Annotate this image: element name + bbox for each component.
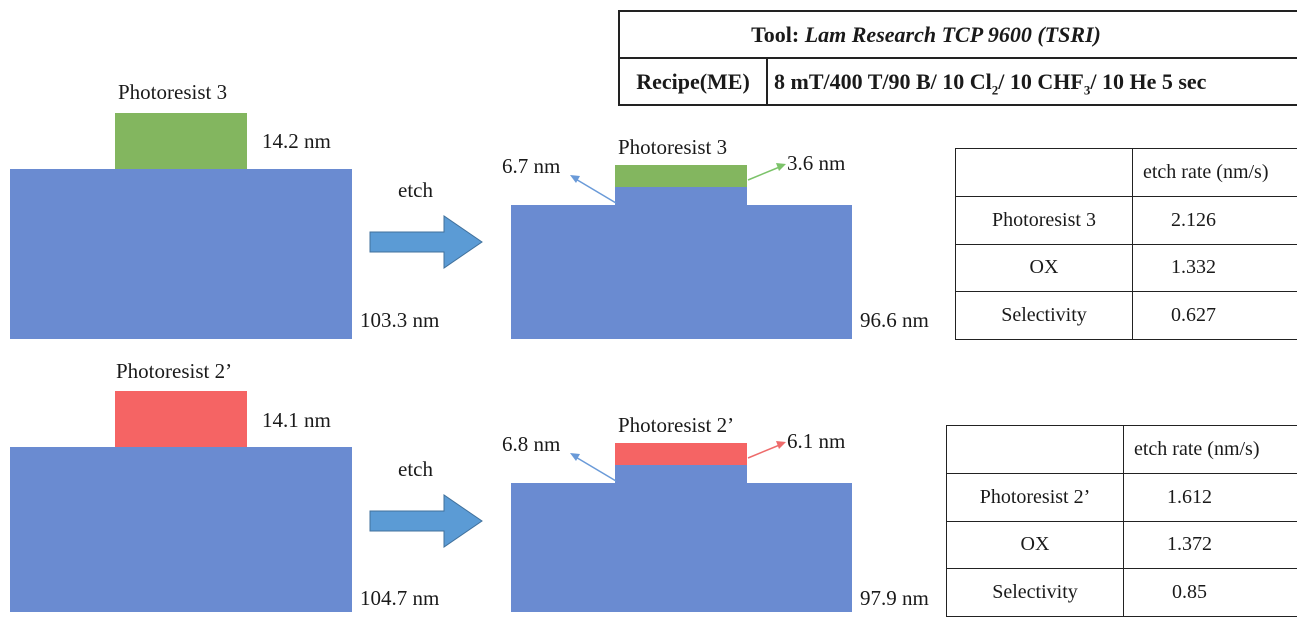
table-value-cell: 0.85	[1124, 569, 1297, 617]
table-label-cell: Selectivity	[956, 292, 1133, 340]
row1-after-oxide	[511, 205, 852, 339]
row2-resist-pointer-icon	[744, 436, 790, 462]
table-value-cell: 1.372	[1124, 521, 1297, 569]
table-header: etch rate (nm/s)	[1124, 426, 1297, 474]
table-row: Selectivity 0.627	[956, 292, 1297, 340]
table-row: OX 1.332	[956, 244, 1297, 292]
table-label-cell: OX	[947, 521, 1124, 569]
recipe-part-1: 8 mT/400 T/90 B/ 10 Cl	[774, 69, 992, 94]
row1-before-oxide-thickness: 103.3 nm	[360, 310, 439, 331]
row1-before-oxide	[10, 169, 352, 339]
table-row: etch rate (nm/s)	[947, 426, 1297, 474]
row1-before-photoresist	[115, 113, 247, 169]
row2-before-photoresist	[115, 391, 247, 447]
row2-before-oxide	[10, 447, 352, 612]
table-value-cell: 0.627	[1133, 292, 1297, 340]
tool-cell: Tool: Lam Research TCP 9600 (TSRI)	[619, 11, 1297, 58]
row1-after-photoresist	[615, 165, 747, 187]
row2-etch-label: etch	[398, 459, 433, 480]
recipe-value: 8 mT/400 T/90 B/ 10 Cl2/ 10 CHF3/ 10 He …	[767, 58, 1297, 105]
row1-etch-arrow-icon	[368, 212, 486, 272]
row1-after-resist-label: Photoresist 3	[618, 137, 727, 158]
row2-before-resist-label: Photoresist 2’	[116, 361, 232, 382]
row2-etch-arrow-icon	[368, 491, 486, 551]
table-value-cell: 2.126	[1133, 196, 1297, 244]
table-header: etch rate (nm/s)	[1133, 149, 1297, 197]
table-header-empty	[947, 426, 1124, 474]
recipe-part-2: / 10 CHF	[998, 69, 1084, 94]
table-label-cell: OX	[956, 244, 1133, 292]
table-row: OX 1.372	[947, 521, 1297, 569]
tool-label: Tool:	[751, 22, 805, 47]
table-row: Selectivity 0.85	[947, 569, 1297, 617]
table-label-cell: Selectivity	[947, 569, 1124, 617]
table-label-cell: Photoresist 3	[956, 196, 1133, 244]
row1-after-step-height: 6.7 nm	[502, 156, 560, 177]
row2-after-resist-label: Photoresist 2’	[618, 415, 734, 436]
row2-after-step-height: 6.8 nm	[502, 434, 560, 455]
row2-etch-rate-table: etch rate (nm/s) Photoresist 2’ 1.612 OX…	[946, 425, 1297, 617]
row2-before-oxide-thickness: 104.7 nm	[360, 588, 439, 609]
row2-step-pointer-icon	[568, 446, 620, 486]
tool-recipe-table: Tool: Lam Research TCP 9600 (TSRI) Recip…	[618, 10, 1297, 106]
table-row: Photoresist 2’ 1.612	[947, 473, 1297, 521]
row1-after-oxide-step	[615, 187, 747, 205]
tool-name: Lam Research TCP 9600 (TSRI)	[805, 22, 1101, 47]
row2-after-photoresist	[615, 443, 747, 465]
row2-before-resist-thickness: 14.1 nm	[262, 410, 331, 431]
recipe-label: Recipe(ME)	[619, 58, 767, 105]
row1-after-oxide-thickness: 96.6 nm	[860, 310, 929, 331]
table-header-empty	[956, 149, 1133, 197]
row1-before-resist-thickness: 14.2 nm	[262, 131, 331, 152]
row1-before-resist-label: Photoresist 3	[118, 82, 227, 103]
row1-step-pointer-icon	[568, 168, 620, 208]
row1-etch-rate-table: etch rate (nm/s) Photoresist 3 2.126 OX …	[955, 148, 1297, 340]
row1-after-resist-thickness: 3.6 nm	[787, 153, 845, 174]
row2-after-resist-thickness: 6.1 nm	[787, 431, 845, 452]
row1-resist-pointer-icon	[744, 158, 790, 184]
row2-after-oxide	[511, 483, 852, 612]
row2-after-oxide-thickness: 97.9 nm	[860, 588, 929, 609]
table-row: Photoresist 3 2.126	[956, 196, 1297, 244]
table-row: etch rate (nm/s)	[956, 149, 1297, 197]
table-value-cell: 1.332	[1133, 244, 1297, 292]
table-value-cell: 1.612	[1124, 473, 1297, 521]
row1-etch-label: etch	[398, 180, 433, 201]
recipe-part-3: / 10 He 5 sec	[1090, 69, 1206, 94]
row2-after-oxide-step	[615, 465, 747, 483]
table-label-cell: Photoresist 2’	[947, 473, 1124, 521]
